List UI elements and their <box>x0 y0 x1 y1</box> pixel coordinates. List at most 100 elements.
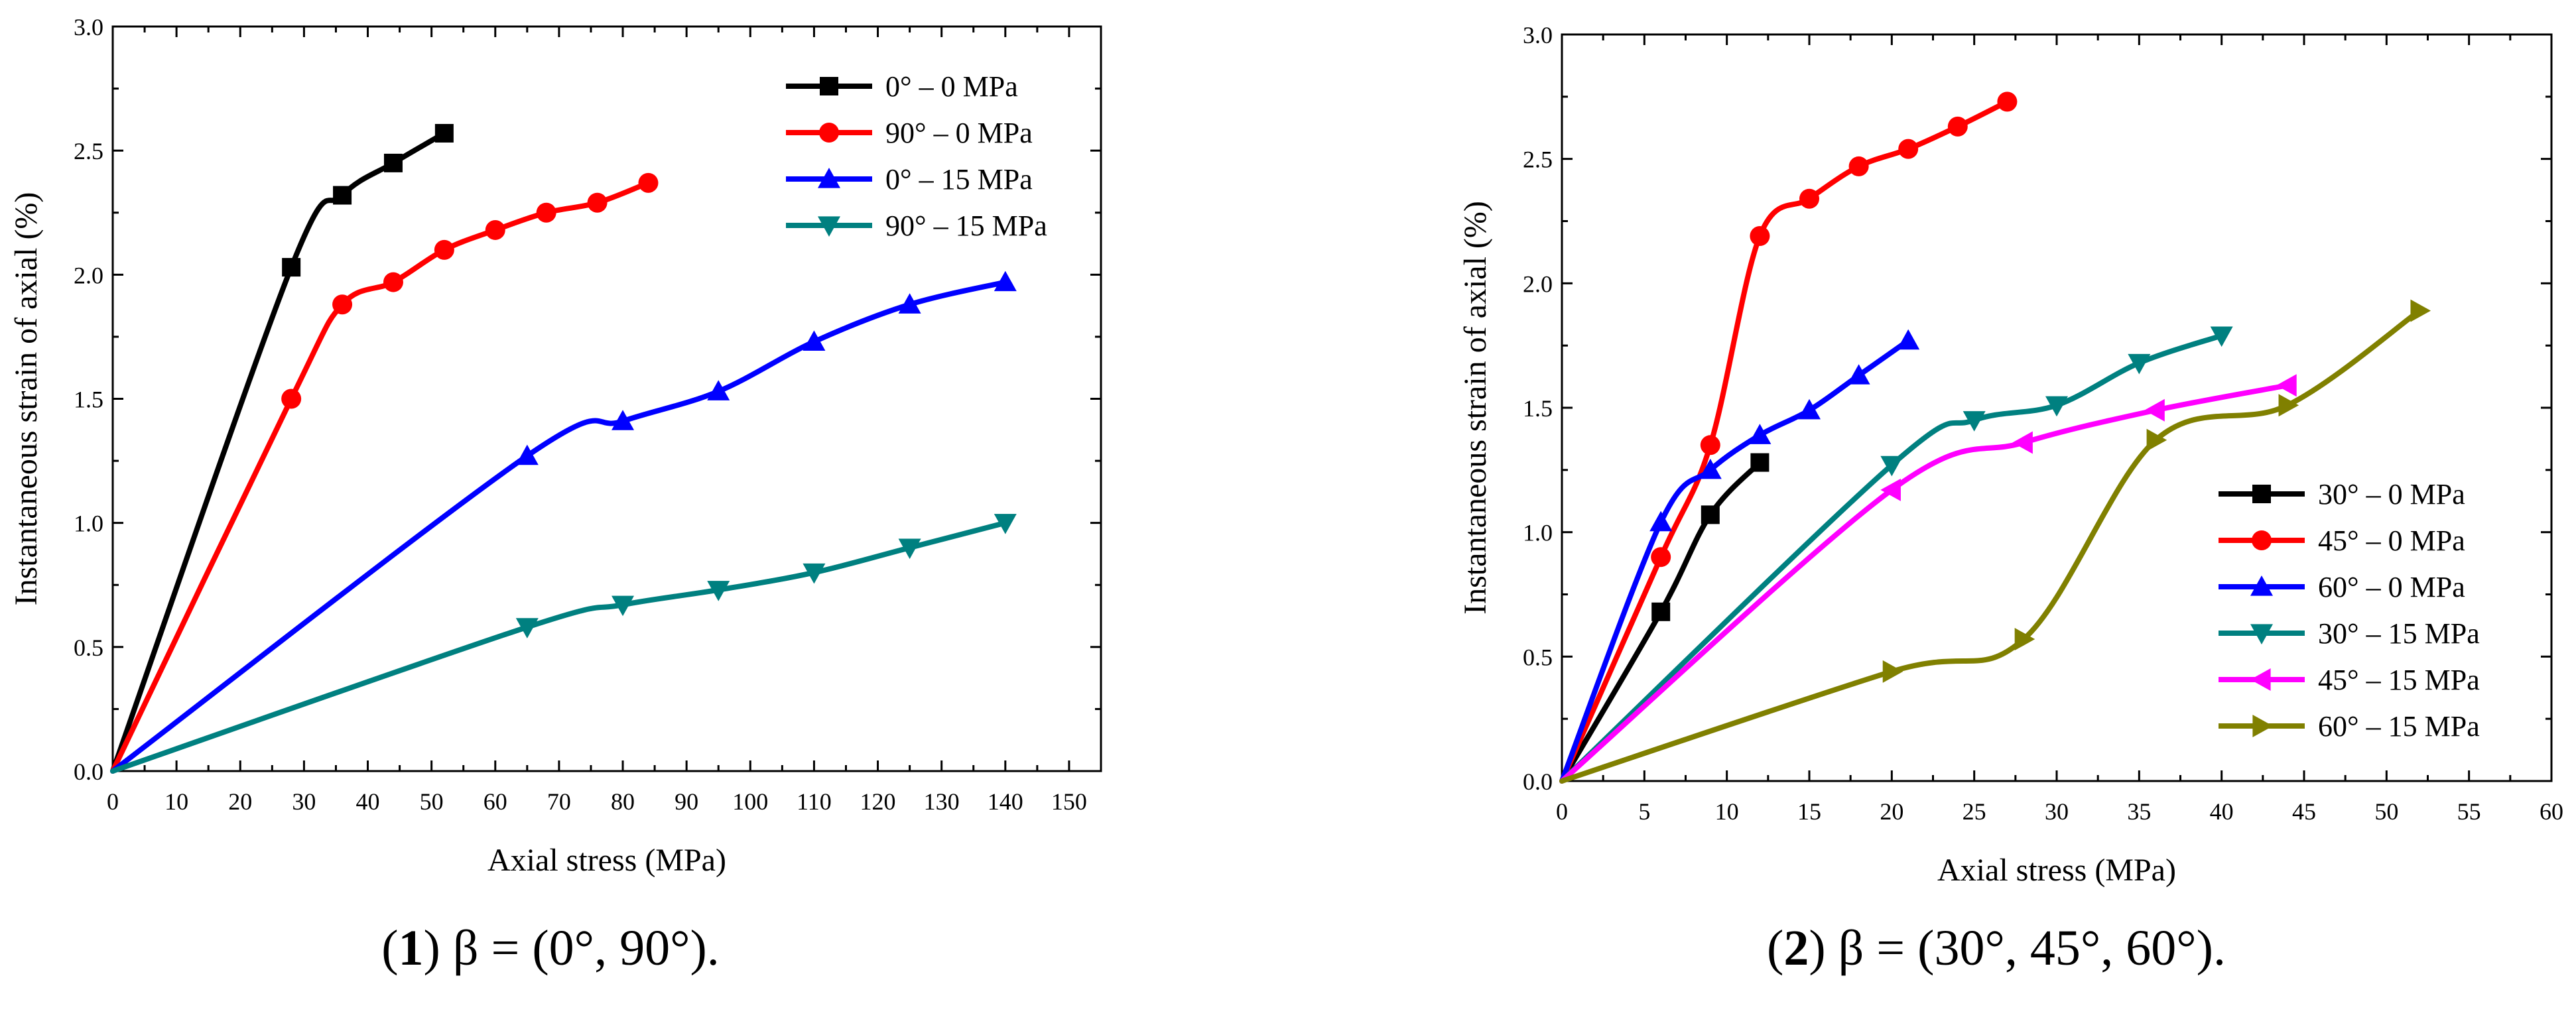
series-line-45-15-mpa <box>1559 383 2291 784</box>
legend-label: 45° – 0 MPa <box>2318 524 2465 557</box>
legend-marker <box>2252 530 2272 550</box>
legend-marker <box>2252 715 2273 737</box>
series-90-15-mpa <box>110 514 1017 774</box>
y-tick-label: 0.0 <box>74 758 103 785</box>
y-tick-label: 2.5 <box>74 138 103 164</box>
data-point <box>1882 660 1903 683</box>
data-point <box>1651 547 1671 568</box>
legend-item: 0° – 15 MPa <box>786 163 1033 196</box>
x-tick-label: 30 <box>2045 798 2069 825</box>
data-point <box>1651 602 1671 621</box>
data-point <box>994 271 1017 292</box>
legend-item: 30° – 15 MPa <box>2219 617 2480 650</box>
data-point <box>333 186 352 205</box>
data-point <box>515 618 539 638</box>
series-0-15-mpa <box>110 271 1017 774</box>
x-tick-label: 90 <box>675 788 698 815</box>
y-tick-label: 0.0 <box>1523 768 1553 795</box>
x-tick-label: 50 <box>420 788 444 815</box>
x-tick-label: 120 <box>860 788 896 815</box>
legend-label: 30° – 15 MPa <box>2318 617 2480 650</box>
data-point <box>1700 435 1720 455</box>
x-axis-title: Axial stress (MPa) <box>1937 853 2176 888</box>
y-tick-label: 3.0 <box>1523 22 1553 48</box>
chart-panel-2: 0 5 10 15 20 25 30 35 40 45 50 55 60 0.0 0.5 1.0 1.5 2.0 2… <box>1458 22 2563 976</box>
legend-label: 60° – 0 MPa <box>2318 571 2465 603</box>
data-point <box>1750 226 1770 247</box>
legend-item: 90° – 15 MPa <box>786 210 1047 242</box>
legend-item: 60° – 0 MPa <box>2219 571 2465 603</box>
y-tick-label: 2.5 <box>1523 147 1553 173</box>
data-point <box>1748 424 1771 444</box>
y-tick-label: 3.0 <box>74 14 103 40</box>
x-tick-label: 60 <box>483 788 507 815</box>
y-tick-label: 1.0 <box>74 511 103 537</box>
data-point <box>1997 91 2018 112</box>
series-60-0-mpa <box>1559 329 1920 784</box>
data-point <box>994 514 1017 534</box>
y-tick-label: 2.0 <box>1523 271 1553 297</box>
legend-marker <box>2250 668 2271 691</box>
x-tick-label: 130 <box>924 788 960 815</box>
data-point <box>1798 398 1821 420</box>
x-tick-label: 10 <box>164 788 188 815</box>
data-point <box>1947 116 1968 137</box>
legend: 0° – 0 MPa 90° – 0 MPa 0° – 15 MPa 90° – 15… <box>786 70 1047 242</box>
data-point <box>1699 458 1722 479</box>
series-line-30-0-mpa <box>1559 459 1763 784</box>
data-point <box>587 192 608 213</box>
series-line-0-0-mpa <box>110 130 447 774</box>
legend-label: 0° – 0 MPa <box>885 70 1018 103</box>
x-tick-label: 0 <box>107 788 119 815</box>
y-tick-label: 0.5 <box>74 634 103 661</box>
data-point <box>2410 299 2431 322</box>
x-tick-label: 10 <box>1715 798 1739 825</box>
x-tick-label: 0 <box>1556 798 1568 825</box>
legend: 30° – 0 MPa 45° – 0 MPa 60° – 0 MPa 30° – 1… <box>2219 478 2480 743</box>
x-tick-label: 150 <box>1051 788 1087 815</box>
series-line-0-15-mpa <box>110 279 1008 774</box>
legend-label: 90° – 15 MPa <box>885 210 1047 242</box>
series-30-0-mpa <box>1559 453 1770 784</box>
x-tick-label: 40 <box>2210 798 2234 825</box>
y-tick-label: 2.0 <box>74 262 103 288</box>
data-point <box>1880 455 1903 477</box>
x-tick-label: 40 <box>356 788 380 815</box>
y-tick-label: 1.5 <box>74 387 103 413</box>
data-point <box>1701 505 1720 524</box>
series-90-0-mpa <box>110 172 659 774</box>
data-point <box>2045 396 2068 417</box>
data-point <box>803 330 826 351</box>
legend-item: 30° – 0 MPa <box>2219 478 2465 511</box>
data-point <box>434 123 454 143</box>
data-point <box>281 389 302 409</box>
x-tick-label: 50 <box>2374 798 2398 825</box>
legend-label: 90° – 0 MPa <box>885 117 1033 149</box>
data-point <box>2146 428 2167 452</box>
legend-item: 90° – 0 MPa <box>786 117 1033 149</box>
figure-caption: (1) β = (0°, 90°). <box>381 920 720 976</box>
series-0-0-mpa <box>110 123 454 774</box>
x-tick-label: 140 <box>988 788 1023 815</box>
data-point <box>1898 139 1919 159</box>
data-point <box>1649 511 1673 532</box>
data-point <box>2210 326 2233 347</box>
legend-item: 0° – 0 MPa <box>786 70 1018 103</box>
x-tick-label: 45 <box>2292 798 2316 825</box>
series-60-15-mpa <box>1559 299 2431 784</box>
data-point <box>434 239 454 260</box>
data-point <box>1848 156 1869 176</box>
data-point <box>332 294 353 315</box>
x-tick-label: 5 <box>1638 798 1650 825</box>
y-axis-title: Instantaneous strain of axial (%) <box>1458 201 1493 615</box>
x-tick-label: 55 <box>2457 798 2481 825</box>
data-point <box>1750 453 1770 472</box>
data-point <box>515 444 539 465</box>
x-tick-label: 25 <box>1963 798 1986 825</box>
legend-marker <box>820 77 838 95</box>
legend-label: 60° – 15 MPa <box>2318 710 2480 743</box>
data-point <box>2276 374 2297 397</box>
legend-label: 45° – 15 MPa <box>2318 664 2480 696</box>
series-line-60-0-mpa <box>1559 337 1911 784</box>
y-tick-label: 1.5 <box>1523 395 1553 422</box>
